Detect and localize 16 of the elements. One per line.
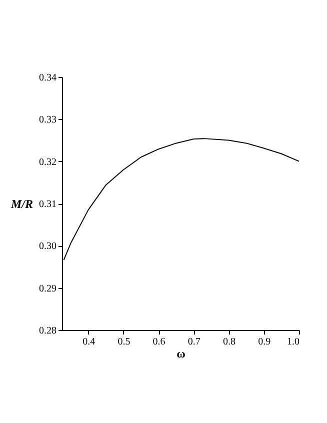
x-tick-label: 0.9 <box>258 336 271 348</box>
x-tick-label: 0.8 <box>223 336 236 348</box>
x-tick-label: 0.7 <box>188 336 200 348</box>
y-tick-label: 0.28 <box>39 326 56 336</box>
x-tick-label: 0.4 <box>82 336 96 348</box>
y-tick-label: 0.34 <box>39 72 56 84</box>
y-tick-label: 0.32 <box>39 156 56 168</box>
x-tick-label: 0.6 <box>152 336 166 348</box>
y-axis-title: M/R <box>10 197 33 211</box>
x-tick-label: 1.0 <box>287 336 300 348</box>
y-tick-label: 0.33 <box>39 114 56 126</box>
y-tick-label: 0.30 <box>39 241 56 252</box>
x-axis-title: ω <box>176 346 186 360</box>
y-tick-label: 0.29 <box>39 283 56 294</box>
x-tick-label: 0.5 <box>118 336 130 348</box>
y-tick-label: 0.31 <box>39 199 56 210</box>
